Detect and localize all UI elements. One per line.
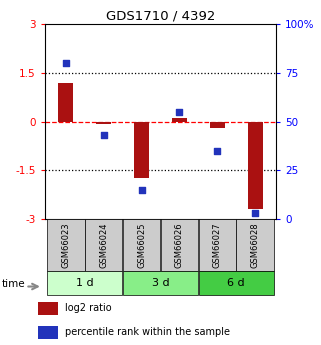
- Bar: [38, 302, 58, 315]
- Bar: [123, 219, 160, 271]
- Text: percentile rank within the sample: percentile rank within the sample: [65, 327, 230, 337]
- Text: GSM66023: GSM66023: [61, 222, 70, 268]
- Point: [63, 60, 68, 66]
- Bar: [134, 122, 149, 178]
- Text: 6 d: 6 d: [228, 278, 245, 288]
- Text: GSM66026: GSM66026: [175, 222, 184, 268]
- Text: GSM66025: GSM66025: [137, 222, 146, 268]
- Bar: [210, 122, 225, 128]
- Text: GSM66028: GSM66028: [251, 222, 260, 268]
- Bar: [161, 219, 198, 271]
- Point: [215, 148, 220, 154]
- Text: time: time: [2, 279, 25, 288]
- Text: GSM66027: GSM66027: [213, 222, 222, 268]
- Bar: [247, 122, 263, 209]
- Text: log2 ratio: log2 ratio: [65, 303, 112, 313]
- Point: [139, 187, 144, 193]
- Text: 3 d: 3 d: [152, 278, 169, 288]
- Bar: [85, 219, 122, 271]
- Bar: [96, 122, 111, 124]
- Bar: [172, 118, 187, 122]
- Title: GDS1710 / 4392: GDS1710 / 4392: [106, 10, 215, 23]
- Point: [101, 132, 106, 138]
- Bar: [123, 271, 198, 295]
- Bar: [237, 219, 274, 271]
- Text: 1 d: 1 d: [76, 278, 93, 288]
- Bar: [58, 83, 74, 122]
- Bar: [47, 271, 122, 295]
- Bar: [38, 326, 58, 339]
- Point: [253, 210, 258, 216]
- Bar: [199, 219, 236, 271]
- Bar: [47, 219, 84, 271]
- Bar: [199, 271, 274, 295]
- Text: GSM66024: GSM66024: [99, 222, 108, 268]
- Point: [177, 109, 182, 115]
